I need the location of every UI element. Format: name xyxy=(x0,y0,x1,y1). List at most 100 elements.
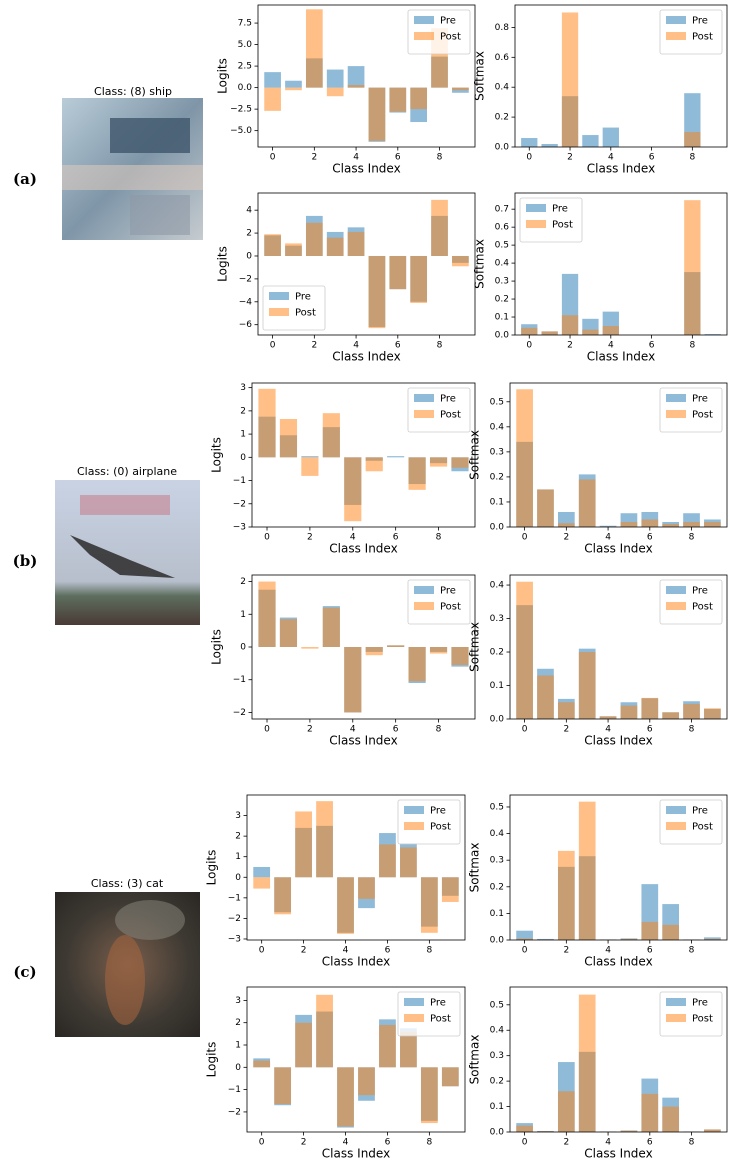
legend-label: Post xyxy=(692,602,713,613)
legend-swatch xyxy=(526,220,546,228)
legend-swatch xyxy=(666,998,686,1006)
legend: PrePost xyxy=(263,286,325,330)
legend: PrePost xyxy=(408,580,470,624)
legend-swatch xyxy=(414,410,434,418)
y-tick-label: 0 xyxy=(235,873,241,883)
legend-label: Post xyxy=(430,1014,451,1025)
legend-label: Pre xyxy=(692,586,708,597)
y-tick-label: 0.3 xyxy=(495,277,509,287)
y-tick-label: 0.0 xyxy=(495,143,510,153)
y-tick-label: 0.4 xyxy=(490,829,505,839)
bar xyxy=(684,200,700,335)
y-tick-label: 0.2 xyxy=(495,113,509,123)
y-tick-label: 0.1 xyxy=(490,1102,504,1112)
y-tick-label: −2 xyxy=(239,274,252,284)
bar xyxy=(451,457,468,467)
bar xyxy=(621,706,638,719)
y-tick-label: 0.4 xyxy=(490,581,505,591)
bar xyxy=(516,931,533,940)
bar xyxy=(327,88,344,97)
bar xyxy=(582,135,598,147)
sample-image xyxy=(55,480,200,625)
legend: PrePost xyxy=(398,800,460,844)
bar xyxy=(537,489,554,527)
x-tick-label: 0 xyxy=(264,725,270,735)
x-tick-label: 8 xyxy=(426,1138,432,1148)
y-axis-label: Softmax xyxy=(468,430,482,480)
bar xyxy=(452,256,469,266)
y-tick-label: 1 xyxy=(235,1041,241,1051)
bar xyxy=(264,72,281,87)
y-tick-label: 7.5 xyxy=(238,19,252,29)
x-axis-label: Class Index xyxy=(322,1147,390,1161)
legend: PrePost xyxy=(520,198,582,242)
x-axis-label: Class Index xyxy=(584,734,652,748)
bar xyxy=(389,256,406,289)
bar xyxy=(369,256,386,328)
sample-image xyxy=(62,98,203,240)
y-tick-label: 0.4 xyxy=(490,1026,505,1036)
bar xyxy=(274,877,291,914)
bar xyxy=(704,708,721,719)
y-tick-label: 0.2 xyxy=(490,648,504,658)
panel-label: (a) xyxy=(13,170,37,188)
y-tick-label: 2 xyxy=(235,1018,241,1028)
bar xyxy=(316,801,333,877)
legend-swatch xyxy=(414,394,434,402)
legend: PrePost xyxy=(398,992,460,1036)
bar xyxy=(306,9,323,87)
y-tick-label: 2 xyxy=(240,406,246,416)
x-axis-label: Class Index xyxy=(584,955,652,969)
y-tick-label: −1 xyxy=(228,1085,241,1095)
y-tick-label: 0.1 xyxy=(490,497,504,507)
y-tick-label: 0.0 xyxy=(490,1128,505,1138)
x-tick-label: 2 xyxy=(563,725,569,735)
y-tick-label: 0.5 xyxy=(490,1000,504,1010)
legend-swatch xyxy=(269,308,289,316)
y-tick-label: 0.0 xyxy=(495,331,510,341)
y-tick-label: 0 xyxy=(235,1063,241,1073)
bar xyxy=(344,457,361,521)
bar xyxy=(603,128,619,147)
y-tick-label: 0.3 xyxy=(490,447,504,457)
bar xyxy=(558,523,575,527)
x-axis-label: Class Index xyxy=(584,1147,652,1161)
legend-label: Pre xyxy=(440,16,456,27)
bar xyxy=(348,232,365,256)
x-tick-label: 0 xyxy=(270,341,276,351)
legend-swatch xyxy=(666,16,686,24)
y-tick-label: −2 xyxy=(228,914,241,924)
y-tick-label: 0.5 xyxy=(490,397,504,407)
y-tick-label: 0.8 xyxy=(495,23,510,33)
legend-swatch xyxy=(666,602,686,610)
y-tick-label: 0.1 xyxy=(495,313,509,323)
x-axis-label: Class Index xyxy=(584,542,652,556)
bar xyxy=(662,524,679,527)
bar xyxy=(400,847,417,877)
bar xyxy=(516,1126,533,1132)
x-axis-label: Class Index xyxy=(322,955,390,969)
y-axis-label: Softmax xyxy=(468,843,482,893)
y-tick-label: 3 xyxy=(235,996,241,1006)
y-tick-label: −5.0 xyxy=(230,126,252,136)
x-tick-label: 8 xyxy=(689,725,695,735)
legend-label: Pre xyxy=(440,586,456,597)
bar xyxy=(379,844,396,877)
x-axis-label: Class Index xyxy=(332,162,400,176)
legend-swatch xyxy=(666,394,686,402)
bar xyxy=(641,922,658,940)
legend-swatch xyxy=(404,998,424,1006)
legend-label: Pre xyxy=(692,998,708,1009)
y-tick-label: 3 xyxy=(235,811,241,821)
bar xyxy=(253,877,270,888)
bar xyxy=(258,389,275,458)
legend-swatch xyxy=(526,204,546,212)
x-tick-label: 8 xyxy=(437,153,443,163)
bar xyxy=(348,85,365,88)
x-tick-label: 2 xyxy=(307,725,313,735)
bar xyxy=(264,234,281,256)
y-tick-label: 2 xyxy=(246,229,252,239)
x-tick-label: 8 xyxy=(426,946,432,956)
bar xyxy=(562,12,578,147)
